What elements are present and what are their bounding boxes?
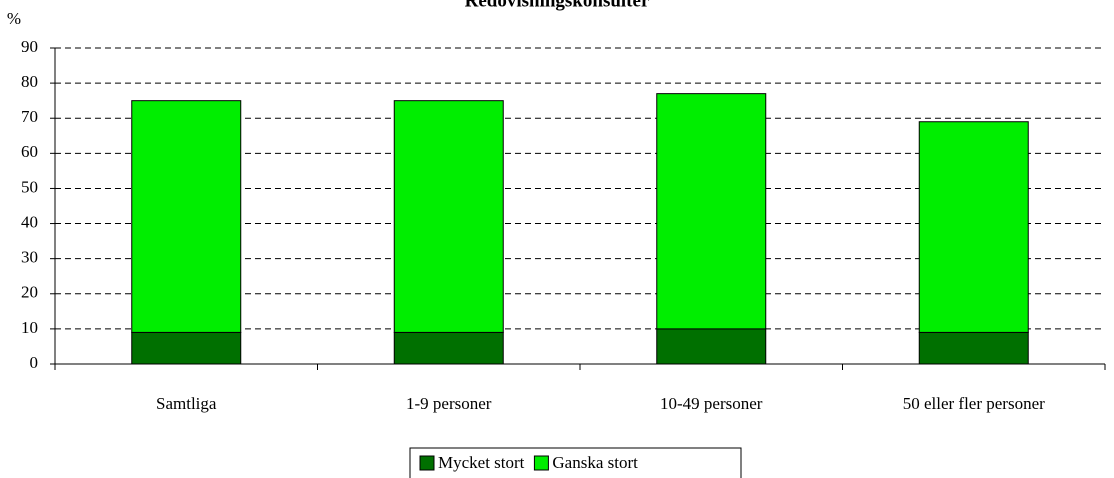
legend-label: Mycket stort <box>438 453 525 472</box>
y-tick-label: 70 <box>21 107 38 126</box>
y-tick-label: 60 <box>21 142 38 161</box>
bar-segment <box>918 331 1029 365</box>
y-tick-label: 40 <box>21 212 38 231</box>
bar-segment <box>918 121 1029 333</box>
y-tick-label: 90 <box>21 37 38 56</box>
bar-segment <box>131 100 242 333</box>
legend-swatch <box>533 455 549 471</box>
y-tick-label: 10 <box>21 318 38 337</box>
y-axis-label: % <box>7 9 21 28</box>
x-tick-label: 50 eller fler personer <box>903 394 1045 413</box>
y-tick-label: 80 <box>21 72 38 91</box>
legend-label: Ganska stort <box>552 453 638 472</box>
bar-segment <box>656 93 767 330</box>
bar-segment <box>393 331 504 365</box>
y-tick-label: 0 <box>30 353 39 372</box>
chart-title: Redovisningskonsulter <box>465 0 650 11</box>
legend-swatch <box>419 455 435 471</box>
y-tick-label: 30 <box>21 248 38 267</box>
x-tick-label: 10-49 personer <box>660 394 763 413</box>
bar-segment <box>393 100 504 333</box>
y-tick-label: 50 <box>21 177 38 196</box>
x-tick-label: Samtliga <box>156 394 217 413</box>
bar-segment <box>131 331 242 365</box>
bar-segment <box>656 328 767 365</box>
legend-box <box>409 447 742 478</box>
x-tick-label: 1-9 personer <box>406 394 492 413</box>
y-tick-label: 20 <box>21 283 38 302</box>
